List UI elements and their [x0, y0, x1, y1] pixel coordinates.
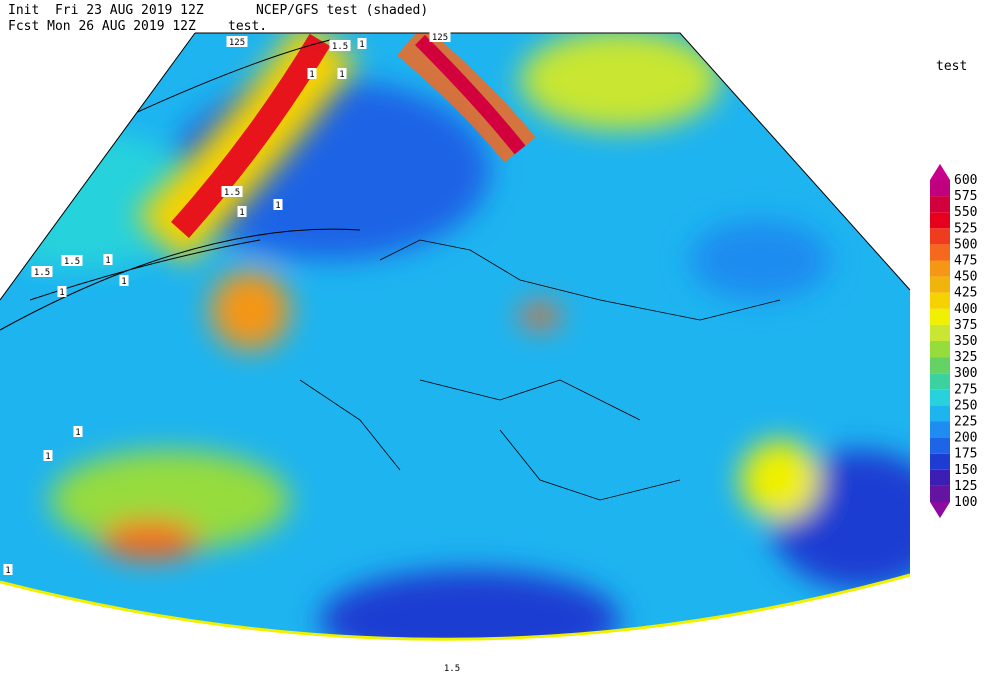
- legend-level: 100: [954, 495, 977, 510]
- legend-arrow: [930, 163, 950, 180]
- legend-level: 350: [954, 334, 977, 349]
- contour-label-box: [73, 426, 83, 437]
- legend-swatch: [930, 341, 950, 358]
- legend-swatch: [930, 437, 950, 454]
- contour-label-box: [226, 36, 248, 47]
- contour-label: 1: [121, 277, 126, 287]
- legend-swatch: [930, 389, 950, 406]
- legend-swatch: [930, 244, 950, 261]
- legend-swatch: [930, 196, 950, 213]
- legend-level: 600: [954, 173, 977, 188]
- legend-swatch: [930, 357, 950, 374]
- legend-swatch: [930, 212, 950, 229]
- map-edge: [0, 573, 911, 641]
- contour-label-box: [273, 199, 283, 210]
- contour-label: 1: [5, 566, 10, 576]
- contour-label: 1: [359, 40, 364, 50]
- legend-arrow: [930, 502, 950, 519]
- legend-level: 175: [954, 447, 977, 462]
- contour-label: 1: [309, 70, 314, 80]
- legend-level: 200: [954, 431, 977, 446]
- contour-label: 1.5: [332, 42, 348, 52]
- legend-level: 325: [954, 350, 977, 365]
- contour-label: 1.5: [224, 188, 240, 198]
- legend-swatch: [930, 228, 950, 245]
- legend-swatch: [930, 276, 950, 293]
- legend-level: 250: [954, 398, 977, 413]
- contour-label-box: [103, 254, 113, 265]
- fcst-time: Fcst Mon 26 AUG 2019 12Z: [8, 19, 196, 34]
- contour-label: 1.5: [64, 257, 80, 267]
- contour-label: 1.5: [34, 268, 50, 278]
- legend-level: 550: [954, 205, 977, 220]
- contour-label: 125: [229, 38, 245, 48]
- contour-label-box: [221, 186, 243, 197]
- legend-level: 425: [954, 286, 977, 301]
- legend-level: 300: [954, 366, 977, 381]
- init-time: Init Fri 23 AUG 2019 12Z: [8, 3, 204, 18]
- legend-swatch: [930, 292, 950, 309]
- legend-level: 525: [954, 221, 977, 236]
- legend-level: 125: [954, 479, 977, 494]
- legend-level: 400: [954, 302, 977, 317]
- legend-title: test: [936, 59, 967, 74]
- map: [0, 33, 910, 640]
- contour-label-box: [237, 206, 247, 217]
- contour-label-box: [3, 564, 13, 575]
- legend-level: 225: [954, 415, 977, 430]
- contour-label-box: [429, 31, 451, 42]
- legend-level: 150: [954, 463, 977, 478]
- contour-label-box: [307, 68, 317, 79]
- legend-level: 575: [954, 189, 977, 204]
- contour-label: 1: [239, 208, 244, 218]
- contour-label: 1: [339, 70, 344, 80]
- contour-label-box: [441, 662, 463, 673]
- contour-label: 1: [59, 288, 64, 298]
- contour-label: 1: [105, 256, 110, 266]
- legend-level: 475: [954, 254, 977, 269]
- contour-label: 1: [75, 428, 80, 438]
- contour-label-box: [357, 38, 367, 49]
- contour-label-box: [57, 286, 67, 297]
- contour-label: 1: [275, 201, 280, 211]
- legend-swatch: [930, 180, 950, 197]
- contour-label-box: [337, 68, 347, 79]
- legend-swatch: [930, 308, 950, 325]
- contour-label: 1: [45, 452, 50, 462]
- contour-label-box: [31, 266, 53, 277]
- model-title: NCEP/GFS test (shaded): [256, 3, 428, 18]
- legend-swatch: [930, 469, 950, 486]
- legend-swatch: [930, 373, 950, 390]
- contour-label-box: [329, 40, 351, 51]
- contour-label-box: [61, 255, 83, 266]
- legend-level: 450: [954, 270, 977, 285]
- legend-level: 275: [954, 382, 977, 397]
- legend-level: 375: [954, 318, 977, 333]
- field-title: test.: [228, 19, 267, 34]
- legend-swatch: [930, 421, 950, 438]
- contour-label-box: [119, 275, 129, 286]
- legend-level: 500: [954, 237, 977, 252]
- legend-swatch: [930, 260, 950, 277]
- legend-swatch: [930, 453, 950, 470]
- legend-swatch: [930, 485, 950, 502]
- legend-swatch: [930, 405, 950, 422]
- contour-label: 125: [432, 33, 448, 43]
- contour-label-box: [43, 450, 53, 461]
- contour-label: 1.5: [444, 664, 460, 674]
- legend-swatch: [930, 324, 950, 341]
